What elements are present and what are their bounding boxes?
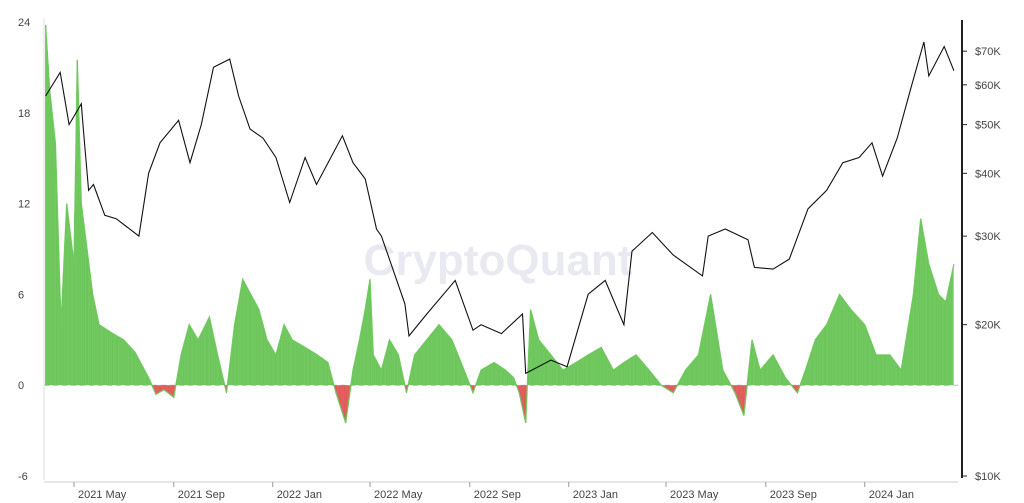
- left-axis-tick-label: 12: [18, 199, 30, 211]
- left-axis-tick-label: -6: [18, 471, 28, 483]
- right-axis-tick-label: $10K: [975, 471, 1001, 483]
- right-axis-tick-label: $70K: [975, 46, 1001, 58]
- x-axis-tick-label: 2021 Sep: [178, 489, 225, 501]
- price-line: [45, 41, 955, 375]
- right-axis-tick-label: $30K: [975, 231, 1001, 243]
- x-axis-tick-label: 2022 May: [374, 489, 423, 501]
- x-axis-tick-label: 2023 Jan: [573, 489, 618, 501]
- left-axis-tick-label: 24: [18, 17, 30, 29]
- x-axis-tick-label: 2023 Sep: [770, 489, 817, 501]
- price-series: [45, 41, 955, 375]
- right-axis-tick-label: $40K: [975, 168, 1001, 180]
- oscillator-series: [44, 24, 955, 424]
- x-axis-tick-label: 2024 Jan: [869, 489, 914, 501]
- left-axis-tick-label: 6: [18, 289, 24, 301]
- right-axis-tick-label: $60K: [975, 80, 1001, 92]
- right-axis-tick-label: $50K: [975, 120, 1001, 132]
- left-axis-tick-label: 0: [18, 380, 24, 392]
- axes: 24 18 12 6 0 -6 $70K $60K $50K $40K $30K $20K $10K 20…: [18, 17, 1001, 501]
- right-axis-tick-label: $20K: [975, 320, 1001, 332]
- x-axis-tick-label: 2022 Sep: [474, 489, 521, 501]
- x-axis-tick-label: 2021 May: [78, 489, 127, 501]
- oscillator-line: [44, 24, 955, 424]
- x-axis-tick-label: 2022 Jan: [277, 489, 322, 501]
- left-axis-tick-label: 18: [18, 108, 30, 120]
- x-axis-tick-label: 2023 May: [670, 489, 719, 501]
- watermark: CryptoQuant: [364, 236, 633, 285]
